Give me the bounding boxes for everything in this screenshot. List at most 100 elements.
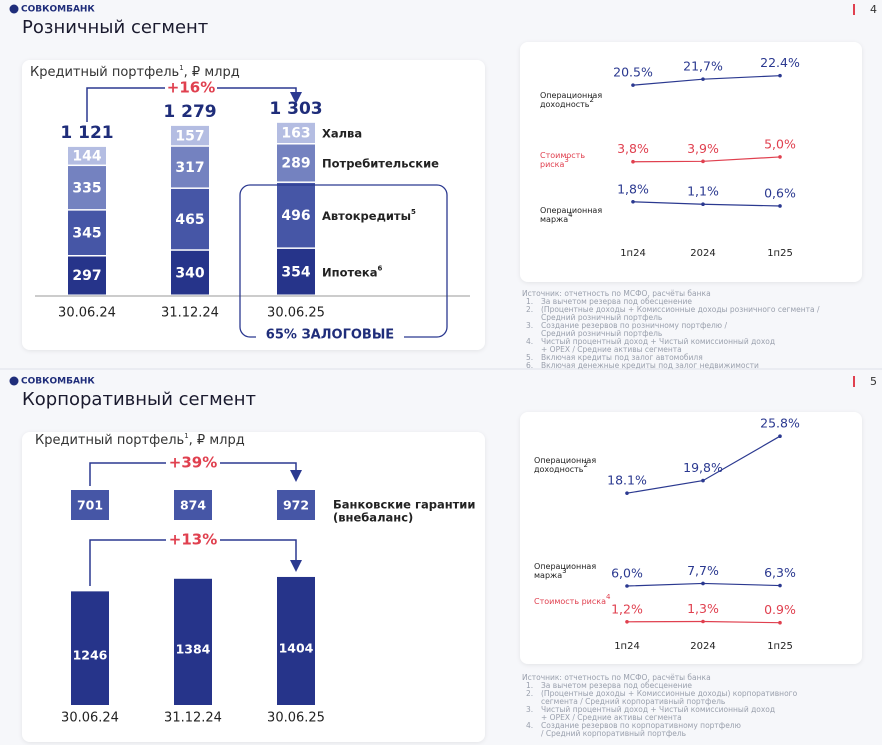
metric-point — [701, 478, 705, 483]
note-text: Средний розничный портфель — [541, 313, 662, 322]
metric-label: доходность2 — [534, 461, 588, 474]
note-number: 3. — [526, 705, 533, 714]
note-number: 3. — [526, 321, 533, 330]
metric-value: 1,1% — [687, 184, 719, 199]
loan-bar — [174, 578, 212, 705]
segment-label: 465 — [175, 212, 204, 228]
segment-label: 340 — [175, 265, 204, 281]
metric-label-text: маржа — [534, 571, 562, 580]
metric-value: 0.9% — [764, 602, 796, 617]
metric-value: 3,8% — [617, 141, 649, 156]
growth-label: +16% — [167, 79, 215, 97]
note-text: (Процентные доходы + Комиссионные доходы… — [541, 305, 820, 314]
metric-point — [625, 620, 629, 624]
bar-segment — [68, 256, 106, 295]
note-text: сегмента / Средний корпоративный портфел… — [541, 697, 725, 706]
metric-value: 20.5% — [613, 65, 653, 80]
metric-label-sup: 4 — [606, 593, 611, 601]
metric-label-text: доходность — [534, 465, 584, 474]
loan-label: 1384 — [176, 641, 211, 656]
note-text: Включая кредиты под залог автомобиля — [541, 353, 703, 362]
note-number: 1. — [526, 681, 533, 690]
segment-label: 157 — [175, 128, 204, 144]
metric-label-sup: 4 — [568, 211, 573, 219]
metric-label: Стоимость — [540, 151, 585, 160]
metric-value: 1,3% — [687, 601, 719, 616]
logo-icon — [9, 376, 19, 386]
metric-value: 7,7% — [687, 563, 719, 578]
loan-label: 1246 — [73, 648, 108, 663]
metric-value: 22.4% — [760, 55, 800, 70]
metric-point — [778, 583, 782, 588]
slide-title: Розничный сегмент — [22, 17, 208, 38]
bar-total: 1 121 — [60, 123, 113, 143]
portfolio-card — [22, 60, 485, 350]
metric-label-sup: 2 — [583, 461, 587, 469]
collateral-bg — [256, 326, 404, 344]
note-number: 6. — [526, 361, 533, 370]
portfolio-title-sup: 1 — [184, 432, 188, 440]
page-number: 4 — [870, 3, 877, 16]
metric-point — [631, 159, 635, 164]
bar-segment — [68, 210, 106, 255]
guarantee-box — [174, 490, 212, 520]
metric-point — [701, 202, 705, 207]
metric-label-text: Операционная — [534, 562, 596, 571]
metric-label-sup: 2 — [589, 96, 593, 104]
note-text: Создание резервов по розничному портфелю… — [541, 321, 727, 330]
portfolio-title-sup: 1 — [179, 64, 183, 72]
bar-total: 1 279 — [163, 102, 216, 122]
legend-label-text: Автокредиты — [322, 208, 411, 222]
metric-label: Операционная — [540, 91, 602, 100]
period-label: 2024 — [690, 641, 715, 652]
guarantee-box — [277, 490, 315, 520]
metric-point — [625, 584, 629, 588]
metric-label-text: Стоимость риска — [534, 597, 606, 606]
page-marker — [853, 376, 855, 387]
note-text: (Процентные доходы + Комиссионные доходы… — [541, 689, 798, 698]
logo-icon — [9, 4, 19, 14]
note-text: + OPEX / Средние активы сегмента — [541, 713, 682, 722]
legend-label-text: Ипотека — [322, 265, 378, 279]
bar-total: 1 303 — [269, 99, 322, 119]
portfolio-title-text: Кредитный портфель — [30, 65, 179, 80]
metric-value: 3,9% — [687, 141, 719, 156]
metric-value: 1,8% — [617, 181, 649, 196]
legend-label-text: Халва — [322, 126, 362, 140]
portfolio-title: Кредитный портфель1, ₽ млрд — [35, 432, 245, 448]
legend-label-sup: 6 — [378, 264, 383, 272]
metric-label-text: доходность — [540, 100, 590, 109]
metric-point — [701, 77, 705, 81]
metric-point — [701, 159, 705, 164]
segment-label: 163 — [281, 126, 310, 142]
bar-segment — [68, 166, 106, 210]
guarantee-label: 701 — [77, 498, 103, 513]
note-number: 2. — [526, 689, 533, 698]
bar-segment — [277, 182, 315, 248]
growth-label: +13% — [169, 531, 217, 549]
bar-segment — [68, 146, 106, 165]
note-text: Средний розничный портфель — [541, 329, 662, 338]
x-category: 31.12.24 — [161, 306, 219, 321]
metric-label-text: Операционная — [534, 456, 596, 465]
metric-point — [625, 491, 629, 495]
portfolio-unit: , ₽ млрд — [184, 65, 240, 80]
note-number: 4. — [526, 337, 533, 346]
logo: СОВКОМБАНК — [21, 377, 95, 387]
metric-value: 21,7% — [683, 59, 723, 74]
notes-source: Источник: отчетность по МСФО, расчёты ба… — [522, 289, 711, 298]
metric-value: 19,8% — [683, 460, 723, 475]
metric-point — [778, 434, 782, 439]
guarantee-label: 972 — [283, 498, 309, 513]
growth-bg — [166, 454, 220, 472]
legend-label: Потребительские — [322, 156, 439, 170]
note-number: 4. — [526, 721, 533, 730]
metric-point — [631, 199, 635, 204]
portfolio-title-text: Кредитный портфель — [35, 433, 184, 448]
note-text: За вычетом резерва под обесценение — [541, 297, 692, 306]
metric-label: маржа3 — [534, 567, 567, 580]
note-text: / Средний корпоративный портфель — [541, 729, 686, 738]
period-label: 1п24 — [614, 641, 640, 652]
collateral-label: 65% ЗАЛОГОВЫЕ — [266, 328, 394, 343]
